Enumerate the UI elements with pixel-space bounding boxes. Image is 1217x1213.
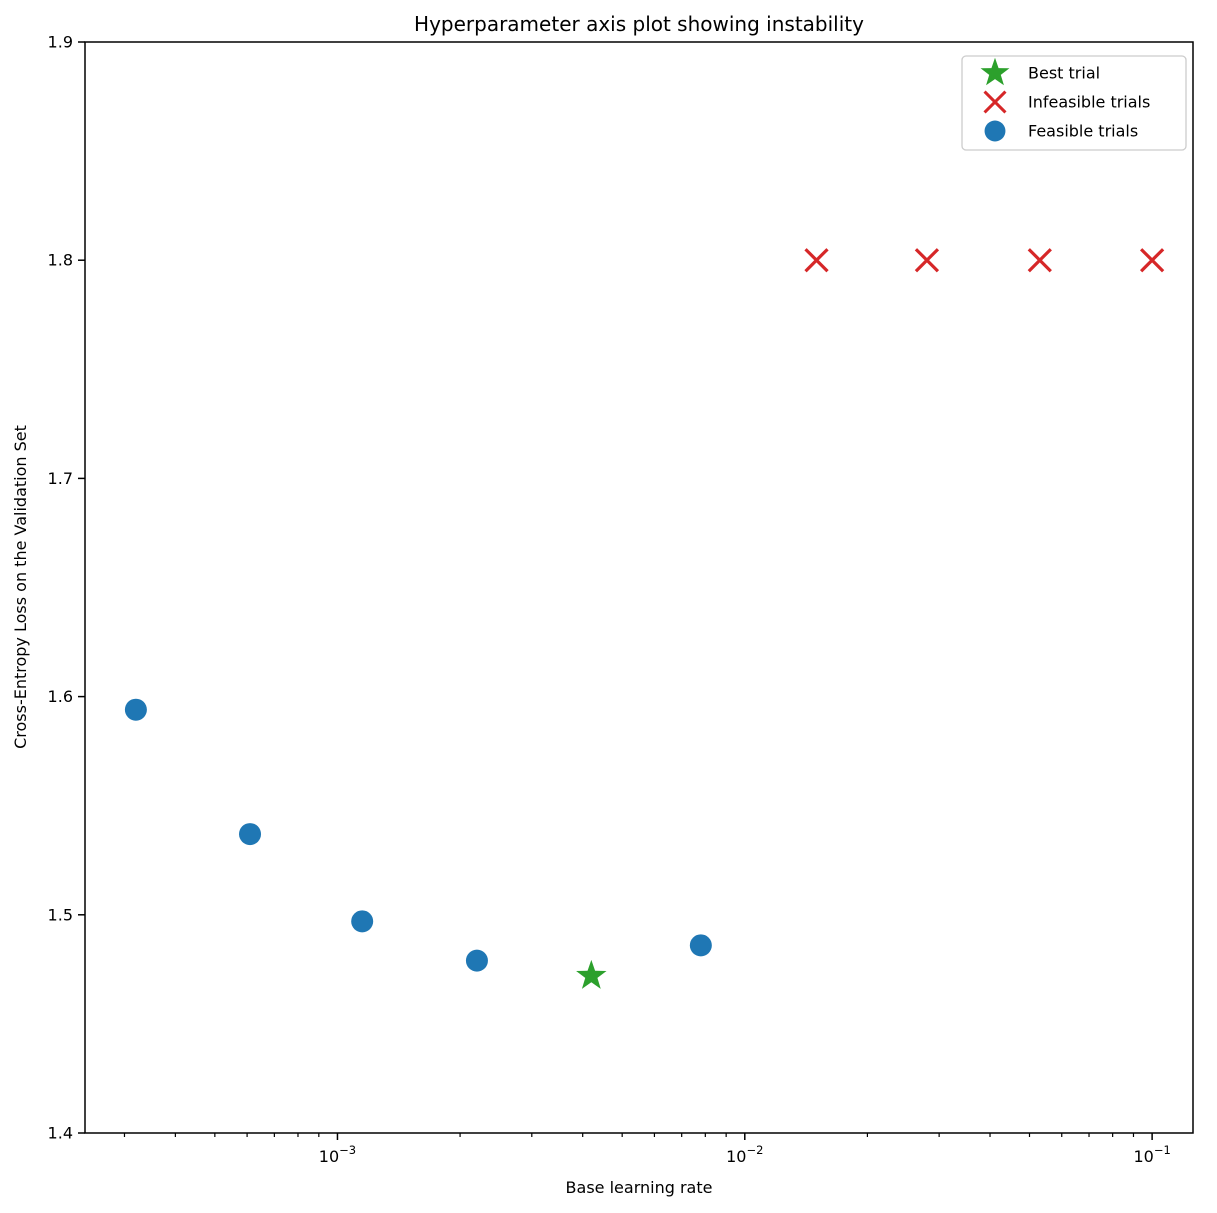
legend-circle-icon [984,120,1006,142]
x-axis-label: Base learning rate [566,1178,713,1197]
feasible-trials-marker [124,698,147,721]
infeasible-trials-marker [914,248,940,273]
y-axis: 1.4 1.5 1.6 1.7 1.8 1.9 [48,33,85,1143]
feasible-trials-marker [239,823,262,846]
y-axis-label: Cross-Entropy Loss on the Validation Set [11,425,30,749]
data-points [124,248,1165,989]
infeasible-trials-marker [804,248,829,273]
legend-star-icon [980,57,1010,86]
y-tick-label: 1.5 [48,905,73,924]
x-tick-label: 10−2 [726,1143,763,1166]
infeasible-trials-marker [1027,248,1052,273]
feasible-trials-marker [351,910,374,933]
y-tick-label: 1.7 [48,469,73,488]
best-trial-marker [576,959,607,989]
feasible-trials-marker [689,934,712,957]
legend-label: Infeasible trials [1028,93,1150,112]
infeasible-trials-marker [1139,248,1165,273]
legend: Best trial Infeasible trials Feasible tria… [961,55,1187,151]
y-tick-label: 1.9 [48,33,73,52]
x-tick-label: 10−1 [1133,1143,1170,1166]
plot-border [84,41,1194,1134]
x-tick-label: 10−3 [319,1143,356,1166]
feasible-trials-marker [465,949,488,972]
y-tick-label: 1.8 [48,251,73,270]
legend-box [961,55,1187,151]
legend-label: Feasible trials [1028,122,1138,141]
y-tick-label: 1.4 [48,1124,73,1143]
legend-x-icon [983,90,1007,114]
chart-title: Hyperparameter axis plot showing instabi… [414,12,864,36]
x-axis: 10−3 10−2 10−1 [123,1133,1171,1166]
y-tick-label: 1.6 [48,687,73,706]
legend-label: Best trial [1028,64,1100,83]
